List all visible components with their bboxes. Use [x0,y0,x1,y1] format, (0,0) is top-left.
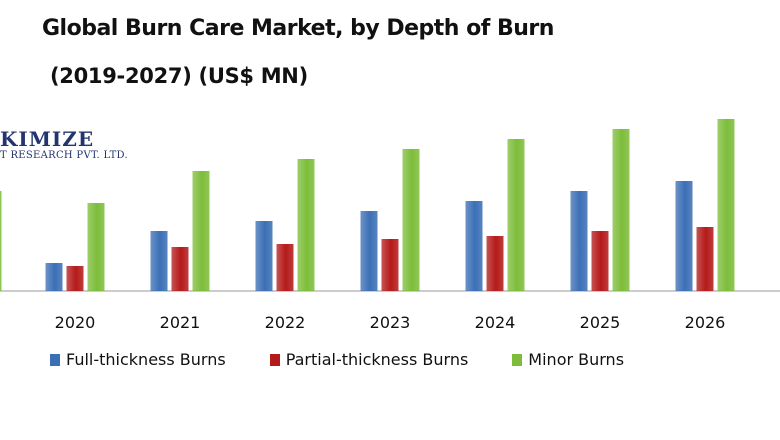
x-tick-label: 2024 [475,313,516,332]
legend-item-partial-thickness: Partial-thickness Burns [270,350,469,369]
bar-full-thickness-burns-2021 [151,231,168,291]
bar-partial-thickness-burns-2025 [592,231,609,291]
bar-minor-burns-2019 [0,191,2,291]
bar-minor-burns-2021 [193,171,210,291]
bar-full-thickness-burns-2025 [571,191,588,291]
bar-full-thickness-burns-2022 [256,221,273,291]
legend-item-minor: Minor Burns [512,350,624,369]
legend-label: Full-thickness Burns [66,350,226,369]
legend-swatch [512,354,522,366]
chart-legend: Full-thickness Burns Partial-thickness B… [50,350,668,369]
bar-full-thickness-burns-2020 [46,263,63,291]
legend-item-full-thickness: Full-thickness Burns [50,350,226,369]
bar-partial-thickness-burns-2024 [487,236,504,291]
legend-label: Minor Burns [528,350,624,369]
x-tick-label: 2020 [55,313,96,332]
bar-minor-burns-2020 [88,203,105,291]
legend-swatch [50,354,60,366]
bar-full-thickness-burns-2023 [361,211,378,291]
bar-minor-burns-2022 [298,159,315,291]
bar-minor-burns-2026 [718,119,735,291]
bar-full-thickness-burns-2024 [466,201,483,291]
bar-full-thickness-burns-2026 [676,181,693,291]
legend-label: Partial-thickness Burns [286,350,469,369]
bar-minor-burns-2023 [403,149,420,291]
bar-partial-thickness-burns-2020 [67,266,84,291]
x-tick-label: 2025 [580,313,621,332]
x-tick-label: 2022 [265,313,306,332]
x-tick-label: 2023 [370,313,411,332]
bar-partial-thickness-burns-2023 [382,239,399,291]
bar-minor-burns-2024 [508,139,525,291]
bar-partial-thickness-burns-2021 [172,247,189,291]
bar-minor-burns-2025 [613,129,630,291]
x-tick-label: 2021 [160,313,201,332]
bar-partial-thickness-burns-2022 [277,244,294,291]
x-tick-label: 2026 [685,313,726,332]
legend-swatch [270,354,280,366]
watermark-logo-subtext: T RESEARCH PVT. LTD. [0,150,128,161]
bar-partial-thickness-burns-2026 [697,227,714,291]
watermark-logo-text: KIMIZE [0,127,94,151]
